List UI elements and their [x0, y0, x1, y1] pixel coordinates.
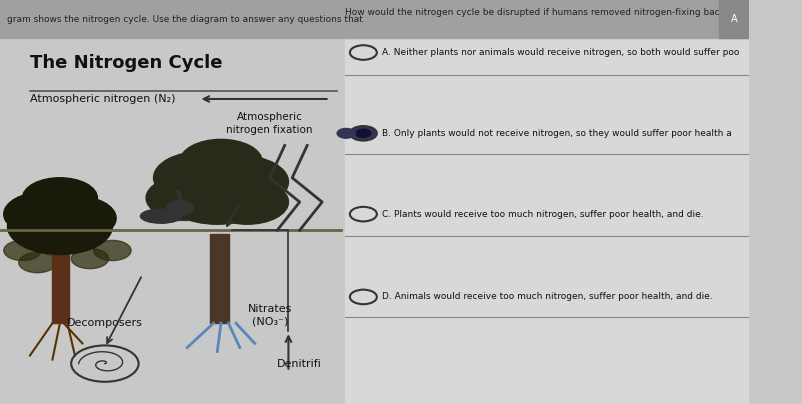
Circle shape — [180, 139, 262, 184]
Text: Denitrifi: Denitrifi — [277, 359, 322, 368]
Circle shape — [94, 240, 131, 261]
Circle shape — [4, 240, 41, 261]
Circle shape — [71, 248, 108, 269]
Bar — [345, 38, 749, 404]
Circle shape — [161, 164, 273, 224]
Text: Decomposers: Decomposers — [67, 318, 143, 328]
Text: B. Only plants would not receive nitrogen, so they would suffer poor health a: B. Only plants would not receive nitroge… — [382, 129, 732, 138]
Bar — [210, 234, 229, 323]
Circle shape — [146, 176, 229, 220]
Text: Atmospheric nitrogen (N₂): Atmospheric nitrogen (N₂) — [30, 94, 176, 104]
Circle shape — [153, 152, 251, 204]
Bar — [52, 250, 69, 323]
Text: Atmospheric
nitrogen fixation: Atmospheric nitrogen fixation — [226, 112, 313, 135]
Bar — [719, 0, 749, 38]
Text: C. Plants would receive too much nitrogen, suffer poor health, and die.: C. Plants would receive too much nitroge… — [382, 210, 703, 219]
Circle shape — [22, 178, 97, 218]
Circle shape — [350, 126, 377, 141]
Text: gram shows the nitrogen cycle. Use the diagram to answer any questions that: gram shows the nitrogen cycle. Use the d… — [7, 15, 363, 24]
Ellipse shape — [140, 209, 182, 223]
Circle shape — [337, 128, 355, 138]
Circle shape — [4, 192, 86, 236]
Text: D. Animals would receive too much nitrogen, suffer poor health, and die.: D. Animals would receive too much nitrog… — [382, 292, 713, 301]
Circle shape — [356, 129, 371, 137]
Text: A: A — [731, 15, 738, 24]
Text: How would the nitrogen cycle be disrupted if humans removed nitrogen-fixing bact: How would the nitrogen cycle be disrupte… — [345, 8, 723, 17]
Text: Nitrates
(NO₃⁻): Nitrates (NO₃⁻) — [248, 303, 292, 327]
Bar — [0, 0, 749, 38]
Text: The Nitrogen Cycle: The Nitrogen Cycle — [30, 54, 222, 72]
Circle shape — [191, 156, 289, 208]
Circle shape — [7, 198, 112, 255]
Circle shape — [166, 201, 193, 215]
Text: A. Neither plants nor animals would receive nitrogen, so both would suffer poo: A. Neither plants nor animals would rece… — [382, 48, 739, 57]
Circle shape — [206, 180, 289, 224]
Circle shape — [18, 252, 56, 273]
Bar — [0, 38, 345, 404]
Circle shape — [34, 196, 116, 240]
